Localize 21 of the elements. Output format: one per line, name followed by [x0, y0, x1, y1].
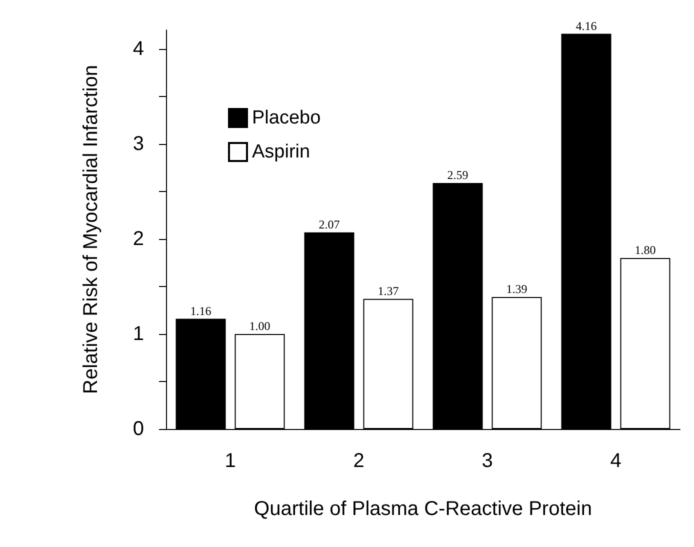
- y-tick-label: 0: [132, 418, 144, 440]
- data-label: 2.59: [447, 168, 468, 182]
- x-tick-label: 3: [482, 450, 493, 472]
- x-tick-label: 1: [224, 450, 236, 472]
- data-label: 2.07: [318, 217, 340, 232]
- y-tick-label: 2: [132, 228, 144, 250]
- x-tick-label: 4: [610, 450, 622, 472]
- x-tick-label: 2: [353, 450, 364, 472]
- data-label: 4.16: [576, 18, 597, 33]
- data-label: 1.39: [506, 282, 528, 296]
- data-label: 1.80: [634, 243, 656, 257]
- y-tick-label: 1: [132, 323, 144, 345]
- legend-label: Aspirin: [252, 142, 310, 162]
- data-label: 1.37: [378, 284, 399, 298]
- y-tick-label: 4: [132, 38, 144, 60]
- y-axis-title: Relative Risk of Myocardial Infarction: [80, 64, 102, 394]
- legend-label: Placebo: [252, 108, 321, 128]
- y-tick-label: 3: [132, 133, 144, 155]
- x-axis-title: Quartile of Plasma C-Reactive Protein: [254, 498, 592, 520]
- data-label: 1.00: [249, 319, 270, 333]
- data-label: 1.16: [190, 304, 212, 318]
